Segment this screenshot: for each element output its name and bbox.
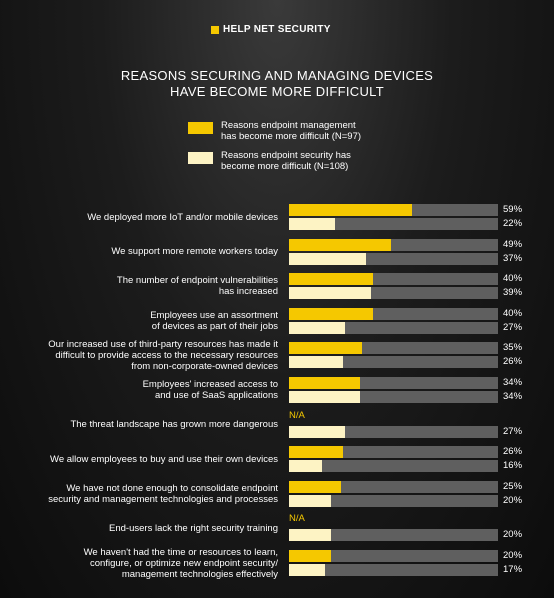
bar xyxy=(289,307,373,320)
bar xyxy=(289,460,323,473)
value-label: 26% xyxy=(503,356,523,368)
bar xyxy=(289,446,344,459)
bar-track xyxy=(289,494,498,507)
bar xyxy=(289,204,413,216)
bar xyxy=(289,529,331,542)
bar xyxy=(289,425,346,438)
bar-track xyxy=(289,529,498,542)
legend-label: Reasons endpoint security has become mor… xyxy=(221,150,351,172)
value-label: 20% xyxy=(503,494,523,506)
bar xyxy=(289,252,367,265)
value-label: N/A xyxy=(289,409,305,421)
legend-label: Reasons endpoint management has become m… xyxy=(221,120,362,142)
category-label: We support more remote workers today xyxy=(111,246,278,258)
value-label: 34% xyxy=(503,377,523,388)
bar-track xyxy=(289,550,498,562)
bar xyxy=(289,391,361,403)
value-label: 17% xyxy=(503,564,523,575)
bar xyxy=(289,356,344,369)
bar xyxy=(289,321,346,334)
value-label: 20% xyxy=(503,550,523,561)
value-label: N/A xyxy=(289,513,305,525)
legend-swatch xyxy=(188,122,213,134)
value-label: 16% xyxy=(503,460,523,472)
bar-track xyxy=(289,564,498,576)
value-label: 40% xyxy=(503,307,523,319)
category-label: We allow employees to buy and use their … xyxy=(50,453,278,465)
category-label: Employees' increased access to and use o… xyxy=(142,379,278,401)
value-label: 35% xyxy=(503,342,523,354)
category-label: End-users lack the right security traini… xyxy=(109,522,278,534)
chart-title: REASONS SECURING AND MANAGING DEVICES HA… xyxy=(120,68,434,99)
category-label: We have not done enough to consolidate e… xyxy=(48,482,278,505)
bar xyxy=(289,550,331,562)
bar-track xyxy=(289,218,498,230)
value-label: 34% xyxy=(503,391,523,402)
category-label: We haven't had the time or resources to … xyxy=(83,546,278,580)
bar-track xyxy=(289,480,498,493)
value-label: 27% xyxy=(503,425,523,437)
logo-icon xyxy=(211,26,219,34)
category-label: The threat landscape has grown more dang… xyxy=(70,419,278,431)
bar xyxy=(289,273,373,286)
bar xyxy=(289,287,371,300)
value-label: 22% xyxy=(503,218,523,229)
value-label: 25% xyxy=(503,480,523,492)
value-label: 37% xyxy=(503,252,523,264)
bar xyxy=(289,377,361,389)
category-label: Our increased use of third-party resourc… xyxy=(48,338,278,372)
bar xyxy=(289,480,342,493)
bar xyxy=(289,564,325,576)
value-label: 40% xyxy=(503,273,523,285)
value-label: 59% xyxy=(503,204,523,215)
bar xyxy=(289,218,335,230)
category-label: Employees use an assortment of devices a… xyxy=(150,309,278,332)
value-label: 20% xyxy=(503,529,523,541)
category-label: We deployed more IoT and/or mobile devic… xyxy=(87,211,278,223)
value-label: 27% xyxy=(503,321,523,333)
value-label: 39% xyxy=(503,287,523,299)
legend-swatch xyxy=(188,152,213,164)
category-label: The number of endpoint vulnerabilities h… xyxy=(116,275,278,298)
value-label: 49% xyxy=(503,238,523,250)
bar xyxy=(289,342,363,355)
value-label: 26% xyxy=(503,446,523,458)
bar xyxy=(289,494,331,507)
bar-track xyxy=(289,460,498,473)
logo: HELP NET SECURITY xyxy=(223,24,331,35)
bar xyxy=(289,238,392,251)
